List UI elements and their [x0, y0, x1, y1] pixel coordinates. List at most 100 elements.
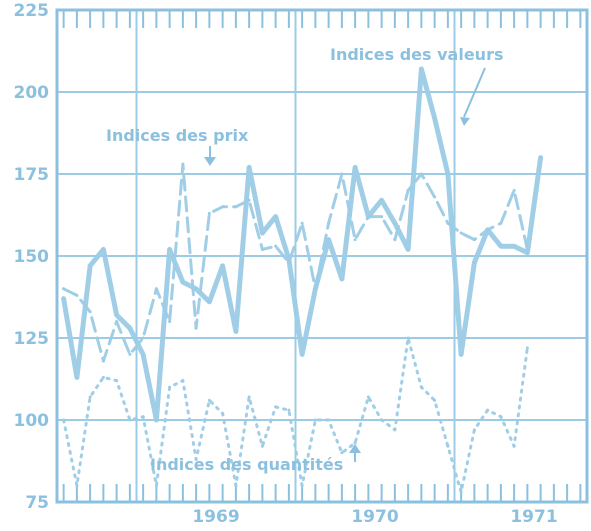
data-point [221, 264, 225, 268]
data-point [419, 172, 423, 176]
data-point [168, 247, 172, 251]
arrow-quantites-head [349, 444, 361, 453]
data-point [472, 238, 476, 242]
data-point [154, 287, 158, 291]
data-point [353, 238, 357, 242]
arrow-valeurs-head [460, 117, 470, 126]
y-tick-label: 125 [14, 329, 50, 349]
data-point [525, 247, 529, 251]
series-line-2 [62, 336, 529, 494]
data-point [459, 490, 463, 494]
series-lines [61, 66, 544, 494]
data-point [433, 195, 437, 199]
data-point [115, 320, 119, 324]
data-point [446, 221, 450, 225]
data-point [525, 346, 529, 350]
y-tick-label: 100 [14, 411, 50, 431]
data-point [141, 352, 145, 356]
data-point [88, 310, 92, 314]
data-point [525, 251, 529, 255]
data-point [62, 297, 66, 301]
y-axis-ticks: 75 100 125 150 175 200 225 [14, 1, 50, 513]
data-point [181, 379, 185, 383]
data-point [380, 198, 384, 202]
data-point [62, 287, 66, 291]
data-point [313, 287, 317, 291]
data-point [260, 444, 264, 448]
data-point [419, 385, 423, 389]
data-point [340, 451, 344, 455]
data-point [274, 244, 278, 248]
data-point [512, 444, 516, 448]
data-point [115, 379, 119, 383]
annotation-prix: Indices des prix [106, 126, 249, 145]
data-point [207, 300, 211, 304]
annotations: Indices des valeurs Indices des prix Ind… [106, 45, 503, 474]
data-point [207, 398, 211, 402]
y-tick-label: 150 [14, 247, 50, 267]
data-point [366, 395, 370, 399]
data-point [300, 352, 304, 356]
data-point [300, 484, 304, 488]
data-point [486, 408, 490, 412]
y-tick-label: 200 [14, 83, 50, 103]
data-point [446, 172, 450, 176]
data-point [128, 418, 132, 422]
data-point [539, 156, 543, 160]
data-point [313, 418, 317, 422]
data-point [168, 320, 172, 324]
data-point [194, 457, 198, 461]
plot-border [55, 8, 589, 504]
data-point [340, 172, 344, 176]
plot-frame [55, 8, 589, 504]
data-point [207, 211, 211, 215]
data-point [194, 326, 198, 330]
data-point [287, 408, 291, 412]
data-point [75, 484, 79, 488]
arrow-prix-head [204, 157, 216, 166]
data-point [247, 395, 251, 399]
data-point [340, 277, 344, 281]
data-point [141, 415, 145, 419]
data-point [247, 165, 251, 169]
data-point [327, 238, 331, 242]
x-tick-label: 1971 [510, 507, 557, 527]
data-point [247, 198, 251, 202]
data-point [406, 188, 410, 192]
data-point [393, 238, 397, 242]
data-point [512, 188, 516, 192]
data-point [234, 205, 238, 209]
data-point [459, 352, 463, 356]
data-point [128, 352, 132, 356]
data-point [393, 221, 397, 225]
data-point [512, 244, 516, 248]
data-point [419, 67, 423, 71]
y-tick-label: 225 [14, 1, 50, 21]
data-point [406, 336, 410, 340]
data-point [194, 287, 198, 291]
data-point [260, 231, 264, 235]
data-point [433, 398, 437, 402]
x-tick-label: 1969 [192, 507, 239, 527]
x-axis-ticks: 1969 1970 1971 [192, 507, 557, 527]
data-point [101, 247, 105, 251]
data-point [260, 247, 264, 251]
data-point [287, 261, 291, 265]
y-tick-label: 75 [25, 493, 49, 513]
data-point [393, 428, 397, 432]
series-line-1 [62, 162, 529, 363]
data-point [274, 405, 278, 409]
data-point [221, 205, 225, 209]
data-point [128, 326, 132, 330]
data-point [181, 280, 185, 284]
data-point [300, 221, 304, 225]
data-point [327, 418, 331, 422]
data-point [75, 293, 79, 297]
data-point [115, 313, 119, 317]
data-point [433, 116, 437, 120]
data-point [168, 385, 172, 389]
arrow-valeurs [463, 67, 486, 118]
data-point [62, 418, 66, 422]
data-point [101, 375, 105, 379]
